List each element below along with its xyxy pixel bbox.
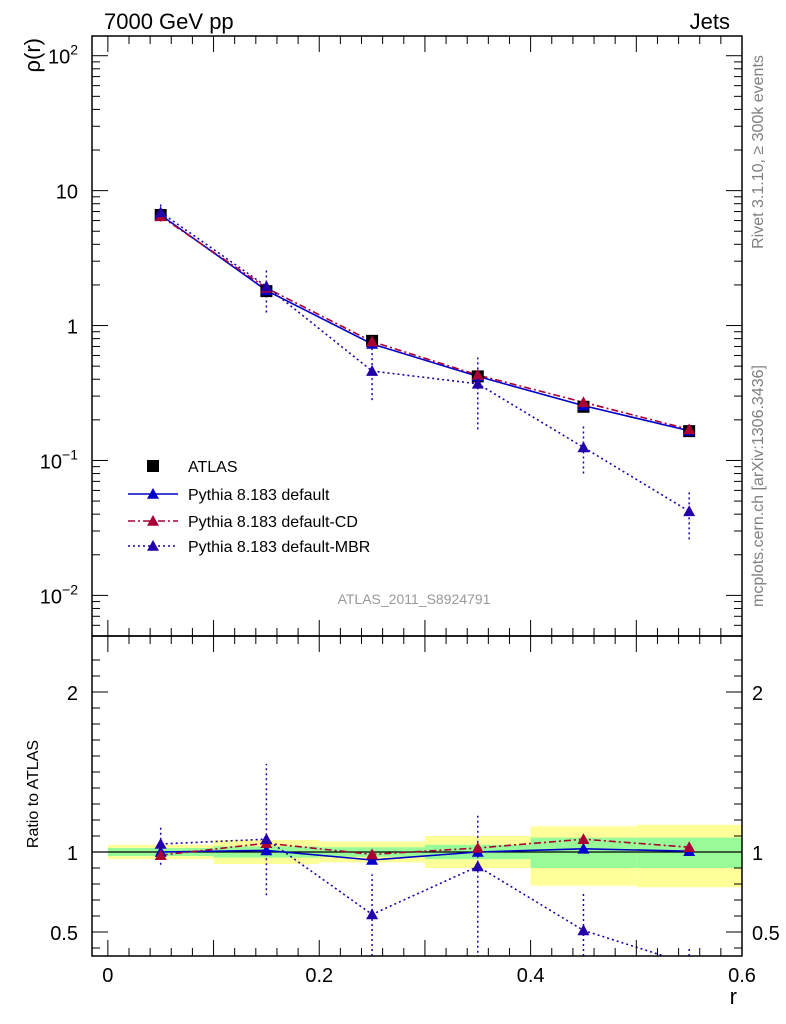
default-ratio-point [260,844,273,856]
cd-ratio-point [683,841,696,852]
mbr-data-point [154,206,167,218]
mbr-data-point [260,280,273,292]
legend-cd-marker [147,515,159,526]
cd-ratio-point [154,849,167,860]
x-tick-label: 0.4 [517,965,545,987]
y-tick-label: 10−2 [40,581,78,608]
mbr-data-point [471,377,484,389]
y-tick-label: 1 [67,317,78,339]
cd-ratio-line [160,838,690,856]
mbr-data-point [366,365,379,376]
default-ratio-line [160,847,690,861]
cd-ratio-point [577,833,590,844]
mbr-data-point [577,441,590,453]
mbr-ratio-point [154,838,167,849]
ratio-y-tick-label-left: 0.5 [50,923,78,945]
y-tick-label: 10 [56,182,78,204]
mbr-series-line [160,211,690,512]
ratio-y-axis-label: Ratio to ATLAS [25,740,42,848]
cd-ratio-point [471,842,484,853]
legend-default-marker [147,488,159,499]
ratio-y-tick-label-left: 2 [67,683,78,705]
mbr-ratio-point [577,924,590,936]
ratio-y-tick-label-left: 1 [67,843,78,865]
cd-series-line [160,215,690,431]
analysis-watermark: ATLAS_2011_S8924791 [338,591,491,607]
y-tick-label: 10−1 [40,446,78,473]
mcplots-source-label: mcplots.cern.ch [arXiv:1306.3436] [750,365,767,607]
ratio-y-tick-label-right: 0.5 [752,923,780,945]
default-series-line [160,214,690,432]
default-ratio-point [366,854,379,865]
mbr-ratio-point [260,833,273,844]
rivet-version-label: Rivet 3.1.10, ≥ 300k events [750,55,767,249]
x-tick-label: 0.6 [728,965,756,987]
ratio-plot-frame [91,635,743,957]
legend: ATLAS Pythia 8.183 default Pythia 8.183 de… [128,459,370,556]
y-tick-label: 102 [48,42,78,69]
ratio-y-tick-label-right: 1 [752,843,763,865]
cd-data-point [366,335,379,347]
ratio-plot-panel: 0.5 0.5 1 1 2 2 0 0.2 0.4 0.6 Ratio to ATLAS r [25,635,780,1009]
process-label: Jets [690,9,730,34]
x-tick-label: 0.2 [305,965,333,987]
cd-data-point [577,396,590,408]
legend-label: Pythia 8.183 default-CD [188,514,358,531]
x-tick-label: 0 [102,965,113,987]
legend-atlas-marker [147,460,159,472]
cd-data-point [683,423,696,435]
legend-mbr-marker [147,540,159,551]
x-axis-label: r [730,984,737,1009]
mbr-ratio-point [366,908,379,920]
cd-ratio-point [366,848,379,860]
legend-label: Pythia 8.183 default [188,487,330,504]
mbr-data-point [683,505,696,517]
cd-data-point [471,369,484,380]
collision-label: 7000 GeV pp [104,9,234,34]
main-y-axis-label: ρ(r) [20,38,45,73]
default-ratio-point [577,842,590,854]
legend-label: Pythia 8.183 default-MBR [188,539,370,556]
mbr-ratio-point [471,860,484,872]
legend-label: ATLAS [188,459,238,476]
ratio-y-tick-label-right: 2 [752,683,763,705]
